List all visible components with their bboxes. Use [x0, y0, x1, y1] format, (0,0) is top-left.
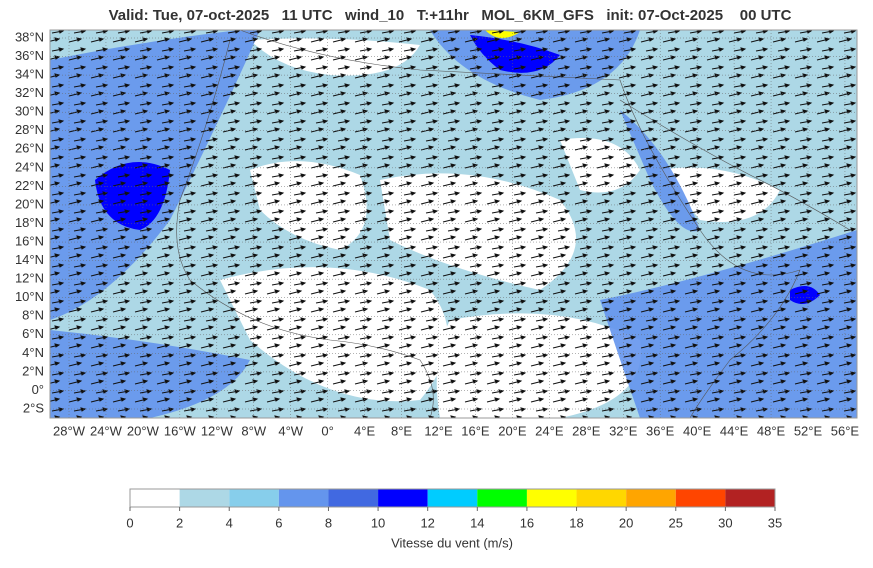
lon-label: 8°W: [241, 423, 266, 438]
lon-label: 48°E: [757, 423, 786, 438]
lon-label: 12°E: [424, 423, 453, 438]
lat-label: 0°: [32, 382, 44, 397]
lon-label: 0°: [321, 423, 333, 438]
colorbar-tick-label: 30: [718, 515, 732, 530]
colorbar-segment: [477, 489, 527, 507]
colorbar-tick-label: 25: [669, 515, 683, 530]
lat-label: 24°N: [15, 159, 44, 174]
lat-label: 8°N: [22, 308, 44, 323]
title: Valid: Tue, 07-oct-2025 11 UTC wind_10 T…: [109, 7, 792, 24]
colorbar-tick-label: 18: [569, 515, 583, 530]
lon-label: 32°E: [609, 423, 638, 438]
lat-label: 34°N: [15, 67, 44, 82]
lat-label: 20°N: [15, 196, 44, 211]
lon-label: 44°E: [720, 423, 749, 438]
lat-label: 12°N: [15, 271, 44, 286]
lon-label: 24°E: [535, 423, 564, 438]
lon-label: 8°E: [391, 423, 412, 438]
colorbar-label: Vitesse du vent (m/s): [391, 535, 513, 550]
lat-label: 2°N: [22, 363, 44, 378]
colorbar-segment: [179, 489, 230, 507]
lat-label: 30°N: [15, 104, 44, 119]
lat-label: 38°N: [15, 29, 44, 44]
colorbar-segment: [427, 489, 478, 507]
lon-label: 28°W: [53, 423, 86, 438]
lat-label: 14°N: [15, 252, 44, 267]
lon-label: 4°E: [354, 423, 375, 438]
colorbar-segment: [626, 489, 676, 507]
colorbar-tick-label: 10: [371, 515, 385, 530]
lat-label: 4°N: [22, 345, 44, 360]
lat-label: 6°N: [22, 326, 44, 341]
colorbar-tick-label: 16: [520, 515, 534, 530]
lon-label: 52°E: [794, 423, 823, 438]
lat-label: 36°N: [15, 48, 44, 63]
colorbar-segment: [526, 489, 577, 507]
lon-label: 20°W: [127, 423, 160, 438]
colorbar-frame: [129, 488, 776, 508]
colorbar-tick-label: 2: [176, 515, 183, 530]
colorbar-tick-label: 4: [226, 515, 233, 530]
lat-label: 16°N: [15, 233, 44, 248]
colorbar-tick-label: 6: [275, 515, 282, 530]
colorbar-tick-label: 14: [470, 515, 484, 530]
lon-label: 4°W: [278, 423, 303, 438]
lat-label: 28°N: [15, 122, 44, 137]
lon-label: 16°E: [461, 423, 490, 438]
lon-label: 24°W: [90, 423, 123, 438]
lon-label: 40°E: [683, 423, 712, 438]
colorbar-segment: [725, 489, 775, 507]
colorbar-segment: [378, 489, 428, 507]
lat-label: 18°N: [15, 215, 44, 230]
map-frame: [49, 29, 858, 419]
colorbar-tick-label: 12: [420, 515, 434, 530]
colorbar-segment: [130, 489, 180, 507]
colorbar-tick-label: 20: [619, 515, 633, 530]
lat-label: 32°N: [15, 85, 44, 100]
colorbar-segment: [328, 489, 379, 507]
colorbar-segment: [675, 489, 726, 507]
lat-label: 22°N: [15, 178, 44, 193]
lon-label: 56°E: [831, 423, 860, 438]
lon-label: 20°E: [498, 423, 527, 438]
lon-label: 12°W: [201, 423, 234, 438]
map: [50, 30, 857, 418]
colorbar-tick-label: 35: [768, 515, 782, 530]
colorbar-tick-label: 8: [325, 515, 332, 530]
lat-label: 2°S: [23, 400, 44, 415]
lon-label: 16°W: [164, 423, 197, 438]
lon-label: 28°E: [572, 423, 601, 438]
lon-label: 36°E: [646, 423, 675, 438]
lat-label: 10°N: [15, 289, 44, 304]
colorbar-segment: [229, 489, 279, 507]
lat-label: 26°N: [15, 141, 44, 156]
colorbar-segment: [576, 489, 627, 507]
colorbar-segment: [278, 489, 329, 507]
colorbar-tick-label: 0: [126, 515, 133, 530]
